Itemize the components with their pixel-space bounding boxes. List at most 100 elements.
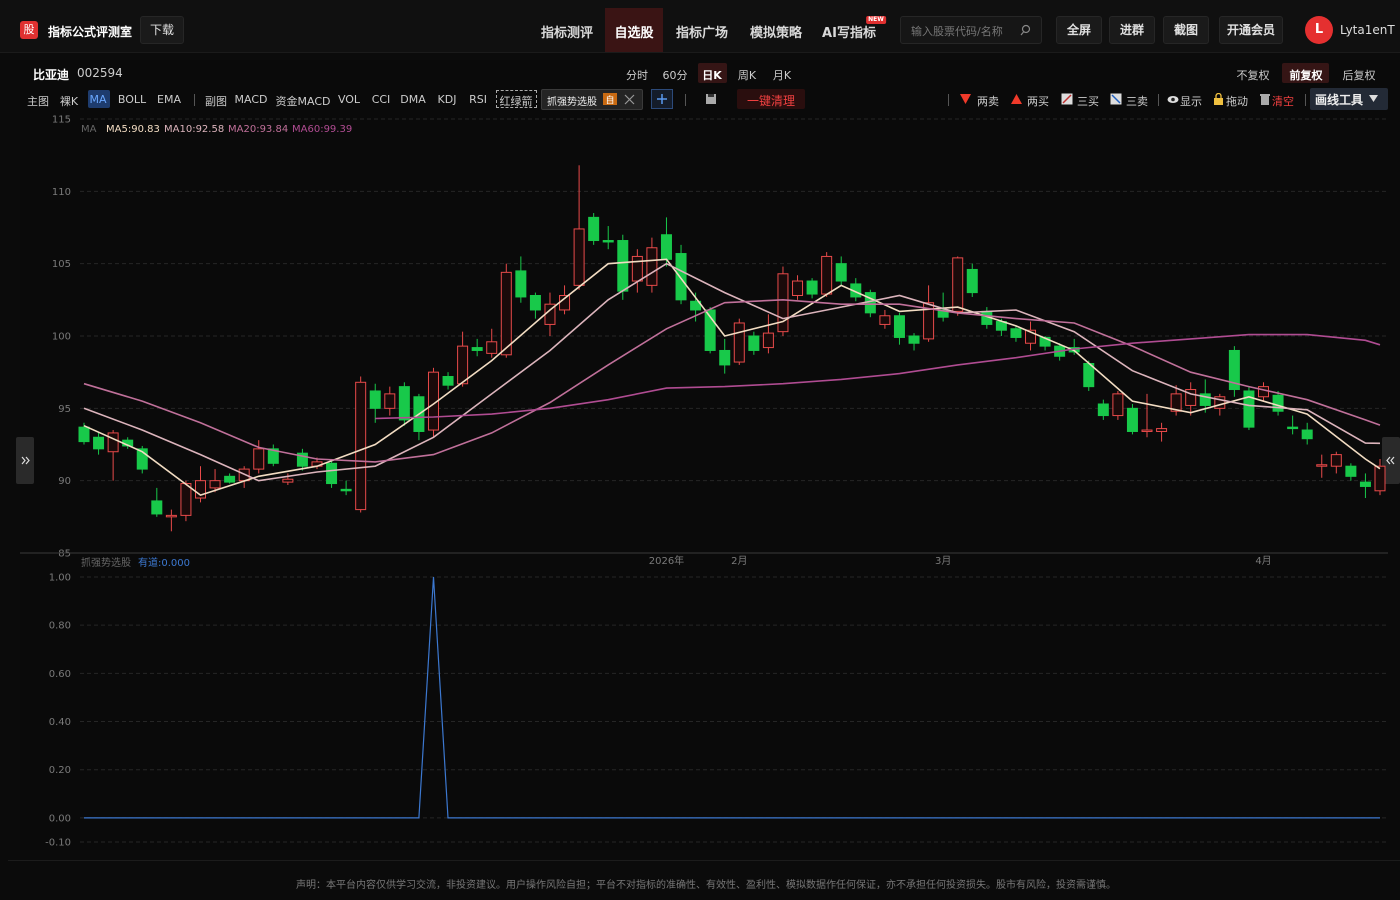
signal-toggle[interactable]: 三买 [1077,95,1099,108]
candle-body [952,257,964,312]
indicator-name[interactable]: 抓强势选股 [547,97,597,108]
period-tab[interactable]: 分时 [626,69,648,82]
logo[interactable]: 股 [20,21,38,39]
drag-icon[interactable] [1214,93,1223,105]
disclaimer: 声明：本平台内容仅供学习交流，非投资建议。用户操作风险自担；平台不对指标的准确性… [296,880,1116,891]
candle-body [1170,393,1182,412]
nav-item[interactable]: 自选股 [614,26,654,41]
indicator-tag: 自 [605,96,615,106]
sub-indicator[interactable]: RSI [469,93,487,106]
nav-item[interactable]: 模拟策略 [749,26,803,41]
search-icon[interactable] [1020,24,1032,36]
adjust-tab[interactable]: 不复权 [1236,69,1270,82]
main-indicator[interactable]: 裸K [59,95,79,108]
nav-item[interactable]: 指标广场 [675,26,729,41]
search-box[interactable] [900,16,1042,44]
save-icon[interactable] [705,93,717,105]
candle-body [486,341,498,354]
candle-body [384,393,396,409]
y-tick-label: 100 [52,332,71,343]
sub-indicator[interactable]: 红绿箭 [499,95,533,108]
y-tick-label: 95 [58,404,71,415]
candle-body [733,322,745,363]
sub-indicator[interactable]: KDJ [437,93,457,106]
candle-body [835,263,847,282]
candle-body [398,386,410,421]
sell2-icon[interactable] [960,94,972,105]
search-placeholder[interactable]: 输入股票代码/名称 [911,25,1003,38]
sub-indicator[interactable]: 资金MACD [275,95,331,108]
sell3-icon[interactable] [1110,93,1122,105]
nav-item[interactable]: 指标测评 [540,26,594,41]
header-button[interactable]: 全屏 [1056,16,1102,44]
header-button[interactable]: 开通会员 [1219,16,1283,44]
candle-body [821,255,833,295]
tool-toggle[interactable]: 清空 [1272,95,1294,108]
buy2-icon[interactable] [1011,94,1023,105]
candle-body [1316,464,1328,467]
sub-indicator[interactable]: DMA [400,93,426,106]
chart: 85 90 95 100 105 110 115 2026年 2月 3月 4月 MA MA5:90.83… [20,115,1388,849]
clear-bg[interactable] [737,89,805,109]
candle-body [893,315,905,338]
add-indicator[interactable] [651,89,673,109]
buy3-icon[interactable] [1061,93,1073,105]
sub-indicator[interactable]: VOL [337,93,361,106]
sub-indicator[interactable]: MACD [234,93,268,106]
left-toggle[interactable] [16,437,34,484]
red-green-arrow-box[interactable] [496,90,537,108]
candle-body [690,300,702,311]
period-tab[interactable]: 日K [702,69,722,82]
signal-toggle[interactable]: 两买 [1027,95,1049,108]
adjust-tab[interactable]: 前复权 [1289,69,1323,82]
indicator-pill[interactable] [541,89,643,110]
y-tick-label: 0.00 [49,813,71,824]
tool-toggle[interactable]: 显示 [1180,95,1202,108]
clear-icon[interactable] [1260,93,1270,105]
period-tab[interactable]: 60分 [662,69,688,82]
right-toggle[interactable] [1382,437,1400,484]
main-indicator[interactable]: MA [89,93,107,106]
separator [1158,94,1159,106]
x-tick-label: 2026年 [649,554,684,567]
separator [1305,94,1306,106]
candle-body [267,448,279,464]
download-button[interactable]: 下载 [140,16,184,44]
candle-body [923,302,935,340]
adjust-tab[interactable]: 后复权 [1342,69,1376,82]
period-tab[interactable]: 月K [772,69,792,82]
sub-indicator[interactable]: CCI [371,93,391,106]
app-name[interactable]: 指标公式评测室 [48,25,133,39]
sub-label: 副图 [205,95,227,108]
period-tab[interactable]: 周K [737,69,757,82]
draw-tools-caret[interactable] [1369,95,1378,103]
indicator-close[interactable] [624,94,635,105]
x-tick-label: 4月 [1255,555,1271,567]
stock-name: 比亚迪 [33,68,70,82]
signal-toggle[interactable]: 两卖 [977,95,999,108]
clear-button[interactable]: 一键清理 [746,94,796,108]
separator [685,94,686,106]
candle-body [1228,349,1240,391]
stock-code: 002594 [77,66,123,80]
draw-tools-bg[interactable] [1310,88,1388,110]
avatar[interactable]: L [1305,16,1333,44]
legend-entry: 有道:0.000 [138,556,190,569]
main-indicator[interactable]: EMA [157,93,181,106]
candle-body [1287,426,1299,430]
candle-body [617,240,629,292]
header-button[interactable]: 进群 [1109,16,1155,44]
username[interactable]: Lyta1enT [1340,23,1395,37]
tool-toggle[interactable]: 拖动 [1226,95,1248,108]
header-button[interactable]: 截图 [1163,16,1209,44]
main-indicator[interactable]: BOLL [117,93,147,106]
show-icon[interactable] [1167,95,1179,104]
separator [194,94,195,106]
candle-body [107,432,119,453]
signal-toggle[interactable]: 三卖 [1126,95,1148,108]
candle-body [1214,396,1226,409]
nav-item[interactable]: AI写指标 [822,26,876,41]
draw-tools[interactable]: 画线工具 [1314,93,1364,107]
candle-body [326,462,338,485]
legend-title: 抓强势选股 [81,556,131,569]
